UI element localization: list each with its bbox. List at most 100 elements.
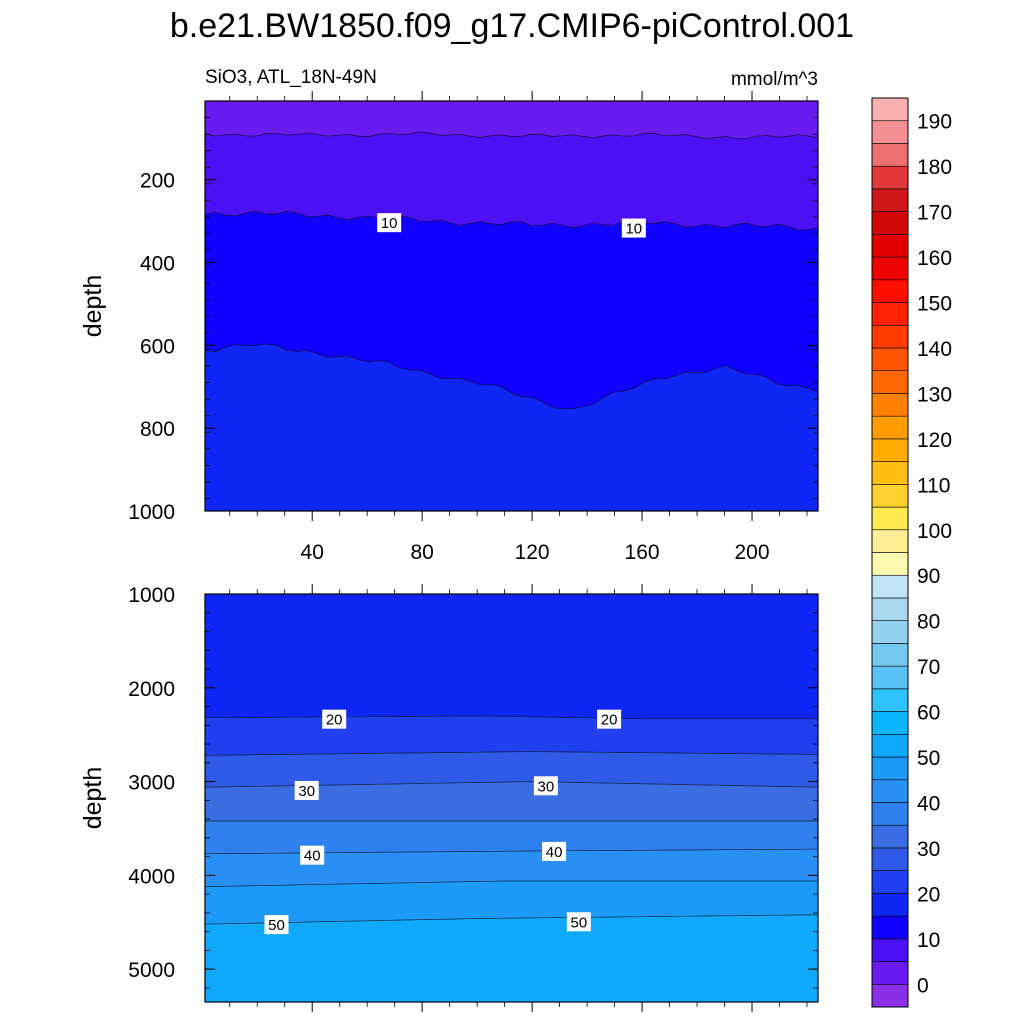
contour-label: 30	[294, 780, 319, 800]
colorbar-swatch	[871, 688, 909, 712]
contour-label: 20	[322, 709, 347, 729]
colorbar-swatch	[871, 983, 909, 1008]
colorbar-swatch	[871, 824, 909, 849]
colorbar-swatch	[871, 302, 909, 326]
contour-line	[204, 211, 819, 231]
contour-label: 40	[300, 845, 325, 865]
colorbar-swatch	[871, 802, 909, 826]
subtitle-units: mmol/m^3	[731, 69, 818, 90]
colorbar-swatch	[871, 961, 909, 985]
colorbar-swatch	[871, 938, 909, 962]
contour-band	[205, 751, 818, 788]
contour-label-text: 10	[625, 221, 642, 238]
y-axis-label: depth	[79, 767, 107, 830]
contour-band	[205, 821, 818, 854]
y-tick-label: 400	[140, 253, 175, 276]
colorbar-tick-label: 100	[917, 520, 952, 543]
plot-frame	[204, 100, 819, 512]
colorbar-swatch	[871, 552, 909, 576]
contour-label-text: 20	[326, 712, 343, 729]
colorbar-swatch	[871, 188, 909, 212]
contour-label-text: 50	[571, 914, 588, 931]
contour-band	[205, 132, 818, 231]
y-tick-label: 1000	[128, 501, 175, 524]
contour-label-text: 50	[268, 917, 285, 934]
x-tick-label: 160	[625, 541, 660, 564]
contour-label: 50	[566, 912, 591, 932]
contour-band	[205, 781, 818, 821]
colorbar-tick-label: 140	[917, 338, 952, 361]
colorbar-swatch	[871, 347, 909, 372]
colorbar-swatch	[871, 847, 909, 871]
colorbar-swatch	[871, 461, 909, 485]
contour-band	[205, 101, 818, 139]
contour-band	[205, 716, 818, 756]
contour-line	[204, 880, 818, 887]
contour-band	[205, 594, 818, 719]
colorbar-tick-label: 60	[917, 702, 940, 725]
contour-label-text: 40	[546, 844, 563, 861]
colorbar-swatch	[871, 756, 909, 781]
contour-label-text: 40	[304, 848, 321, 865]
colorbar-swatch	[871, 120, 909, 144]
contour-band	[205, 914, 818, 1002]
contour-line	[204, 343, 819, 410]
contour-label: 10	[621, 218, 646, 238]
colorbar-swatch	[871, 779, 909, 803]
y-tick-label: 3000	[128, 772, 175, 795]
colorbar-tick-label: 40	[917, 792, 940, 815]
colorbar-swatch	[871, 915, 909, 940]
colorbar-swatch	[871, 97, 909, 122]
colorbar-swatch	[871, 393, 909, 417]
colorbar-swatch	[871, 643, 909, 667]
y-tick-label: 800	[140, 418, 175, 441]
upper-panel: 10 10 200 400 600 800 1000 40 80 120 160 200 depth	[79, 91, 819, 564]
colorbar-tick-label: 50	[917, 747, 940, 770]
colorbar-tick-label: 0	[917, 974, 929, 997]
colorbar-swatch	[871, 324, 909, 349]
colorbar-swatch	[871, 438, 909, 462]
y-tick-label: 5000	[128, 959, 175, 982]
colorbar-tick-label: 80	[917, 611, 940, 634]
colorbar-tick-label: 160	[917, 247, 952, 270]
x-tick-label: 40	[301, 541, 324, 564]
colorbar-tick-label: 180	[917, 156, 952, 179]
colorbar-swatch	[871, 574, 909, 599]
y-tick-label: 600	[140, 335, 175, 358]
colorbar-tick-label: 70	[917, 656, 940, 679]
colorbar-tick-label: 150	[917, 293, 952, 316]
colorbar-tick-label: 130	[917, 383, 952, 406]
colorbar-swatch	[871, 211, 909, 235]
colorbar-swatch	[871, 370, 909, 394]
lower-panel: 20 20 30 30 40 40 50 50 1000 2000 3000 4000 5000 dept…	[79, 584, 819, 1012]
colorbar-swatch	[871, 143, 909, 167]
colorbar-swatch	[871, 415, 909, 440]
colorbar-tick-label: 120	[917, 429, 952, 452]
colorbar-swatch	[871, 506, 909, 531]
colorbar-swatch	[871, 733, 909, 758]
contour-label: 30	[533, 776, 558, 796]
contour-label: 40	[542, 841, 567, 861]
colorbar: 0 10 20 30 40 50 60 70 80 90 100 110 120 130 140 150 160…	[871, 97, 952, 1008]
plot-frame	[204, 593, 819, 1003]
colorbar-swatch	[871, 279, 909, 303]
colorbar-swatch	[871, 665, 909, 690]
colorbar-swatch	[871, 620, 909, 644]
contour-label-text: 30	[298, 783, 315, 800]
colorbar-tick-label: 90	[917, 565, 940, 588]
contour-band	[205, 881, 818, 925]
y-axis-label: depth	[79, 275, 107, 338]
contour-line	[204, 715, 818, 720]
colorbar-swatch	[871, 165, 909, 190]
contour-line	[204, 751, 819, 756]
colorbar-tick-label: 10	[917, 929, 940, 952]
colorbar-swatch	[871, 711, 909, 735]
contour-line	[204, 131, 819, 139]
contour-label-text: 20	[601, 712, 618, 729]
colorbar-swatch	[871, 893, 909, 917]
contour-label-text: 10	[381, 215, 398, 232]
contour-line	[204, 914, 819, 925]
colorbar-swatch	[871, 870, 909, 894]
chart-title: b.e21.BW1850.f09_g17.CMIP6-piControl.001	[170, 7, 854, 45]
colorbar-tick-label: 30	[917, 838, 940, 861]
